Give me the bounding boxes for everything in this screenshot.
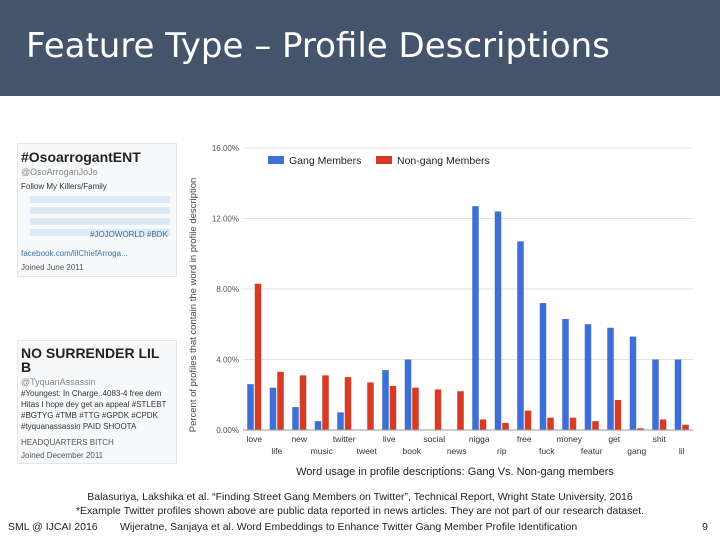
bar-nongang-love: [254, 283, 262, 430]
x-tick-label: gang: [627, 446, 646, 456]
x-tick-label: lil: [679, 446, 685, 456]
bar-gang-love: [247, 384, 254, 430]
x-tick-label: tweet: [357, 446, 378, 456]
profile-name: #OsoarrogantENT: [21, 149, 141, 165]
bar-nongang-nigga: [479, 419, 487, 430]
bar-gang-life: [269, 387, 277, 430]
x-tick-label: fuck: [539, 446, 555, 456]
slide-title: Feature Type – Profile Descriptions: [26, 26, 610, 66]
page-number: 9: [702, 521, 708, 533]
footer-citation: Wijeratne, Sanjaya et al. Word Embedding…: [120, 521, 578, 533]
profile-location: HEADQUARTERS BITCH: [21, 438, 114, 447]
x-tick-label: live: [383, 434, 396, 444]
bar-gang-get: [607, 327, 614, 430]
x-tick-label: new: [291, 434, 307, 444]
x-tick-label: rip: [497, 446, 507, 456]
profile-name: NO SURRENDER LIL B: [21, 345, 160, 375]
bar-gang-nigga: [472, 206, 479, 430]
bar-nongang-news: [457, 391, 464, 430]
bar-nongang-book: [412, 387, 419, 430]
chart-grid: [243, 147, 693, 431]
x-tick-label: shit: [653, 434, 667, 444]
bar-chart: 0.00% 4.00% 8.00% 12.00% 16.00% love lifenewmu…: [188, 144, 693, 478]
chart-axis: 0.00% 4.00% 8.00% 12.00% 16.00% love lifenewmu…: [212, 144, 693, 456]
x-tick-label: money: [556, 434, 582, 444]
profile-handle: @OsoArroganJoJo: [21, 167, 98, 177]
title-bar: Feature Type – Profile Descriptions: [0, 0, 720, 96]
bar-nongang-music: [322, 375, 329, 430]
legend-label: Non-gang Members: [397, 155, 490, 167]
chart-title: Word usage in profile descriptions: Gang…: [296, 466, 614, 478]
bar-gang-live: [382, 370, 389, 430]
bar-gang-music: [314, 421, 322, 430]
bar-gang-free: [517, 241, 524, 430]
legend-swatch: [268, 156, 284, 164]
x-tick-label: social: [423, 434, 445, 444]
y-tick-label: 4.00%: [216, 356, 239, 365]
profile-joined: Joined June 2011: [21, 263, 84, 272]
legend-label: Gang Members: [289, 155, 361, 167]
profile-handle: @TyquanAssassin: [21, 377, 96, 387]
profile-bio-line: #Youngest: In Charge..4083-4 free dem: [21, 389, 162, 398]
footer-venue: SML @ IJCAI 2016: [8, 521, 98, 533]
bar-nongang-featur: [592, 421, 599, 430]
bar-nongang-fuck: [547, 417, 554, 430]
bar-gang-featur: [584, 324, 592, 430]
chart-legend: Gang Members Non-gang Members: [268, 155, 490, 167]
y-tick-label: 8.00%: [216, 285, 239, 294]
bar-nongang-lil: [682, 424, 689, 430]
x-tick-label: news: [447, 446, 467, 456]
bar-nongang-get: [614, 400, 622, 430]
bar-nongang-new: [299, 375, 307, 430]
bar-gang-twitter: [337, 412, 344, 430]
legend-swatch: [376, 156, 392, 164]
profile-bio-line: #BGTYG #TMB #TTG #GPDK #CPDK: [21, 411, 158, 420]
bar-nongang-social: [434, 389, 442, 430]
x-tick-label: love: [246, 434, 262, 444]
x-tick-label: book: [403, 446, 422, 456]
bar-nongang-live: [389, 385, 397, 430]
y-tick-label: 16.00%: [212, 144, 239, 153]
disclaimer-text: *Example Twitter profiles shown above ar…: [75, 505, 645, 517]
bar-gang-gang: [629, 336, 637, 430]
redacted-mentions: [30, 194, 170, 236]
profile-bio-line: Hitas I hope dey get an appeal #STLEBT: [21, 400, 167, 409]
profile-joined: Joined December 2011: [21, 451, 104, 460]
x-tick-label: featur: [581, 446, 603, 456]
bar-nongang-free: [524, 410, 532, 430]
bar-nongang-shit: [659, 419, 667, 430]
citation-text: Balasuriya, Lakshika et al. “Finding Str…: [87, 491, 633, 503]
profile-bio-line: #tyquanassassin PAID SHOOTA: [21, 422, 137, 431]
y-tick-label: 0.00%: [216, 426, 239, 435]
bar-gang-shit: [652, 359, 659, 430]
bar-gang-new: [292, 407, 299, 430]
bar-nongang-tweet: [367, 382, 374, 430]
profile-bio-line: #JOJOWORLD #BDK: [90, 230, 168, 239]
bar-nongang-rip: [502, 422, 509, 430]
profile-card-1: #OsoarrogantENT @OsoArroganJoJo Follow M…: [17, 143, 177, 277]
x-tick-label: music: [311, 446, 334, 456]
bar-nongang-money: [569, 417, 577, 430]
x-tick-label: twitter: [333, 434, 356, 444]
profile-bio-line: Follow My Killers/Family: [21, 182, 107, 191]
bar-gang-rip: [494, 211, 502, 430]
bar-gang-lil: [674, 359, 682, 430]
profile-card-2: NO SURRENDER LIL B @TyquanAssassin #Youn…: [17, 340, 177, 464]
bar-gang-money: [562, 318, 569, 430]
x-tick-label: get: [608, 434, 620, 444]
bar-gang-book: [404, 359, 412, 430]
bar-nongang-twitter: [344, 377, 352, 430]
chart-bars: [247, 206, 689, 430]
bar-gang-fuck: [539, 303, 547, 430]
bar-nongang-gang: [637, 428, 644, 430]
y-tick-label: 12.00%: [212, 215, 239, 224]
x-tick-label: free: [517, 434, 532, 444]
x-tick-label: life: [271, 446, 282, 456]
y-axis-label: Percent of profiles that contain the wor…: [188, 178, 199, 433]
x-tick-label: nigga: [469, 434, 490, 444]
bar-nongang-life: [277, 371, 284, 430]
profile-link[interactable]: facebook.com/lilChiefArroga...: [21, 249, 128, 258]
